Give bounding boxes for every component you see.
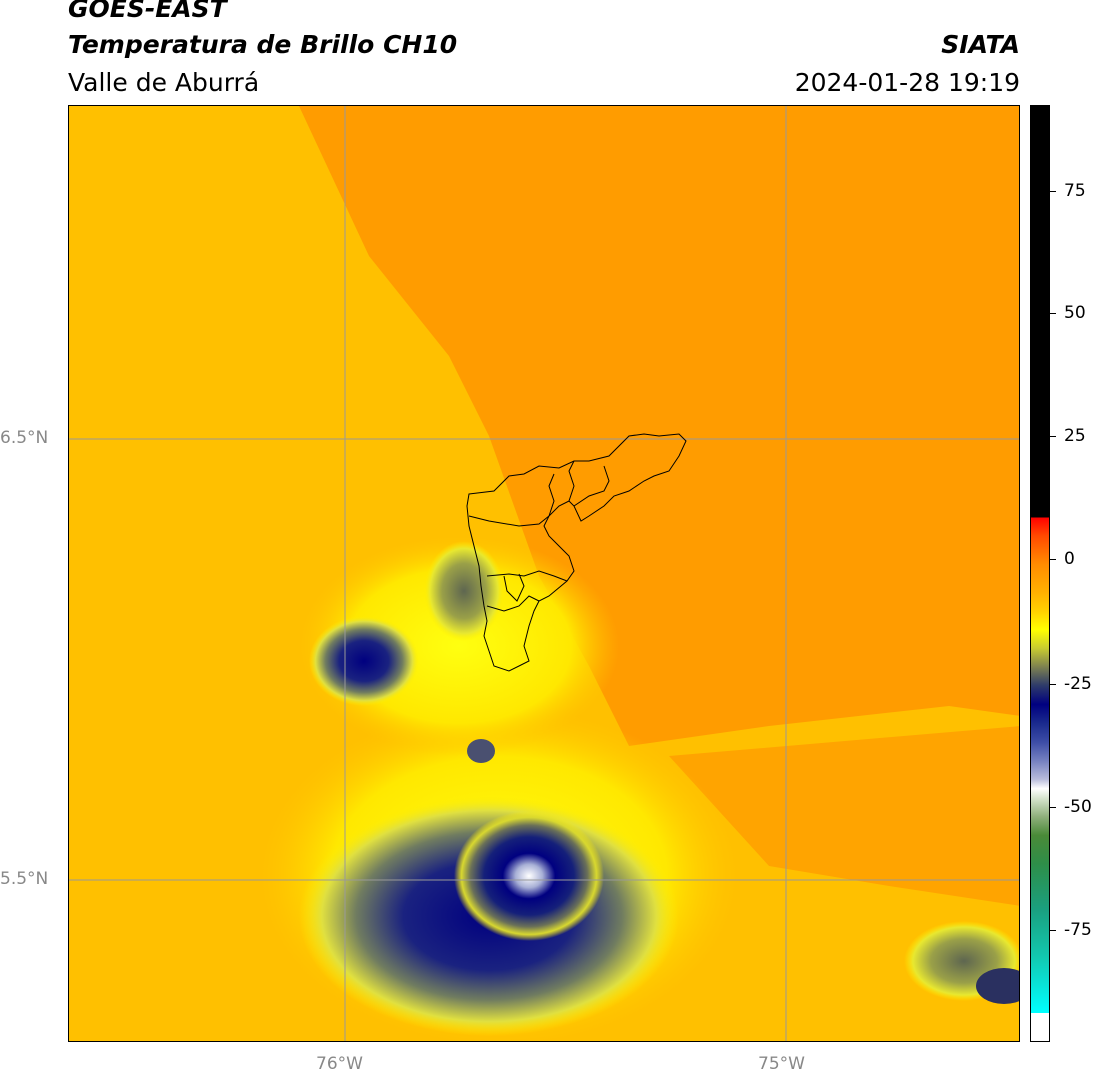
colorbar-label-50: 50 xyxy=(1064,303,1086,323)
colorbar xyxy=(1030,105,1050,1042)
colorbar-tick xyxy=(1050,559,1056,560)
lat-label-5-5: 5.5°N xyxy=(0,869,49,889)
subtitle: Valle de Aburrá xyxy=(68,68,260,97)
org-label: SIATA xyxy=(941,30,1020,59)
colorbar-label-25: 25 xyxy=(1064,426,1086,446)
cloud-cell-east-core xyxy=(976,968,1019,1004)
datetime-label: 2024-01-28 19:19 xyxy=(794,68,1020,97)
title-line2: Temperatura de Brillo CH10 xyxy=(68,30,458,59)
colorbar-label-minus75: -75 xyxy=(1064,920,1092,940)
colorbar-tick xyxy=(1050,436,1056,437)
colorbar-tick xyxy=(1050,807,1056,808)
colorbar-label-75: 75 xyxy=(1064,181,1086,201)
lon-label-75w: 75°W xyxy=(758,1054,805,1074)
satellite-map[interactable] xyxy=(68,105,1020,1042)
aburra-valley-boundaries xyxy=(466,433,687,672)
colorbar-label-minus50: -50 xyxy=(1064,797,1092,817)
warm-region xyxy=(299,106,1019,746)
colorbar-tick xyxy=(1050,930,1056,931)
colorbar-tick xyxy=(1050,684,1056,685)
cloud-cell-west xyxy=(309,616,419,706)
colorbar-tick xyxy=(1050,191,1056,192)
colorbar-label-minus25: -25 xyxy=(1064,674,1092,694)
title-line1: GOES-EAST xyxy=(68,0,227,23)
colorbar-label-0: 0 xyxy=(1064,549,1075,569)
storm-core xyxy=(454,811,604,941)
graticule xyxy=(69,106,1019,1041)
cloud-cell-north xyxy=(424,541,504,641)
lon-label-76w: 76°W xyxy=(316,1054,363,1074)
lat-label-6-5: 6.5°N xyxy=(0,428,49,448)
cloud-cell-small xyxy=(467,739,495,763)
colorbar-tick xyxy=(1050,313,1056,314)
warm-region-south xyxy=(669,726,1019,906)
